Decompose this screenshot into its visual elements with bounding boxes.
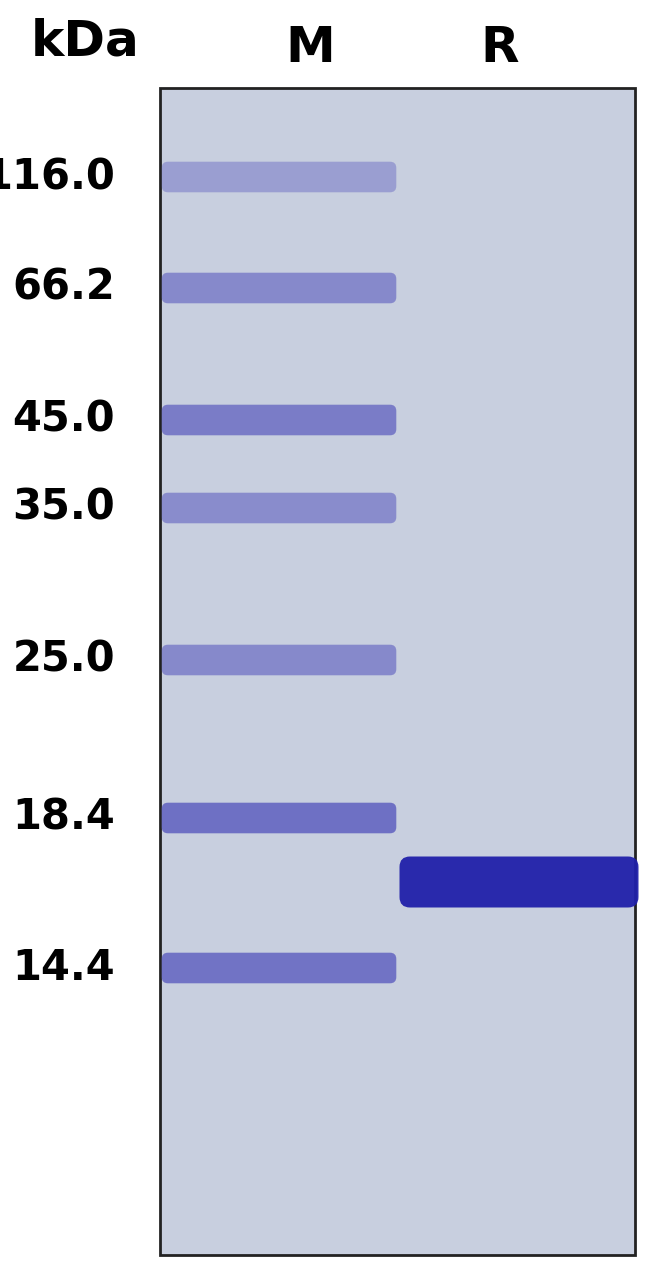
Text: 66.2: 66.2 xyxy=(12,268,115,308)
FancyBboxPatch shape xyxy=(162,645,397,676)
Text: 45.0: 45.0 xyxy=(12,399,115,442)
FancyBboxPatch shape xyxy=(162,404,397,435)
FancyBboxPatch shape xyxy=(162,161,397,192)
Text: 18.4: 18.4 xyxy=(12,797,115,838)
Text: 35.0: 35.0 xyxy=(12,486,115,529)
FancyBboxPatch shape xyxy=(162,273,397,303)
Text: 116.0: 116.0 xyxy=(0,156,115,198)
Bar xyxy=(160,88,635,1254)
Text: R: R xyxy=(481,24,519,72)
FancyBboxPatch shape xyxy=(162,493,397,524)
Text: M: M xyxy=(285,24,335,72)
Text: 25.0: 25.0 xyxy=(12,639,115,681)
FancyBboxPatch shape xyxy=(162,803,397,833)
FancyBboxPatch shape xyxy=(400,856,639,908)
Text: 14.4: 14.4 xyxy=(12,947,115,989)
FancyBboxPatch shape xyxy=(162,952,397,983)
Text: kDa: kDa xyxy=(31,18,140,67)
